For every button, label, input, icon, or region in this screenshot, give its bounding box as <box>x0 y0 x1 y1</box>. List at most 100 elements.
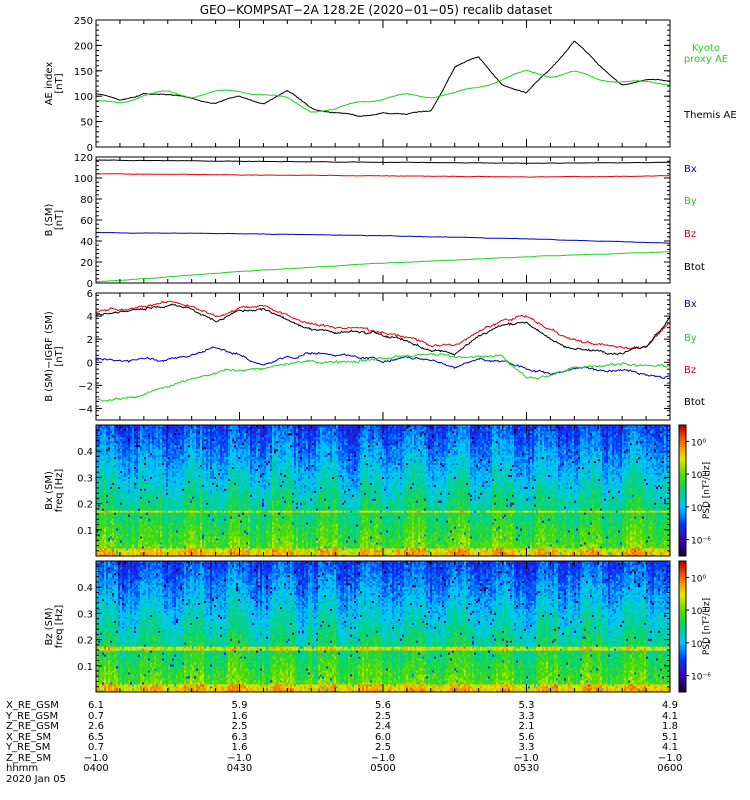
spectrogram-cell <box>222 494 224 496</box>
spectrogram-cell <box>234 506 236 508</box>
spectrogram-cell <box>222 514 224 516</box>
spectrogram-cell <box>232 481 234 483</box>
spectrogram-cell <box>176 542 178 544</box>
spectrogram-cell <box>142 502 144 504</box>
spectrogram-cell <box>160 485 162 487</box>
spectrogram-cell <box>230 538 232 540</box>
spectrogram-cell <box>220 473 222 475</box>
spectrogram-cell <box>122 433 124 435</box>
spectrogram-cell <box>158 433 160 435</box>
spectrogram-cell <box>100 461 102 463</box>
spectrogram-cell <box>210 489 212 491</box>
spectrogram-cell <box>100 437 102 439</box>
spectrogram-cell <box>122 465 124 467</box>
spectrogram-cell <box>134 534 136 536</box>
spectrogram-cell <box>110 473 112 475</box>
spectrogram-cell <box>234 518 236 520</box>
spectrogram-cell <box>120 546 122 548</box>
spectrogram-cell <box>204 534 206 536</box>
spectrogram-cell <box>148 441 150 443</box>
spectrogram-cell <box>140 534 142 536</box>
spectrogram-cell <box>206 449 208 451</box>
spectrogram-cell <box>154 461 156 463</box>
spectrogram-cell <box>202 433 204 435</box>
spectrogram-cell <box>168 506 170 508</box>
spectrogram-cell <box>214 518 216 520</box>
spectrogram-cell <box>234 534 236 536</box>
spectrogram-cell <box>112 457 114 459</box>
spectrogram-cell <box>202 546 204 548</box>
spectrogram-cell <box>102 441 104 443</box>
spectrogram-cell <box>106 441 108 443</box>
spectrogram-cell <box>112 522 114 524</box>
spectrogram-cell <box>124 526 126 528</box>
spectrogram-cell <box>132 473 134 475</box>
spectrogram-cell <box>210 469 212 471</box>
spectrogram-cell <box>114 437 116 439</box>
spectrogram-cell <box>130 550 132 552</box>
spectrogram-cell <box>176 546 178 548</box>
spectrogram-cell <box>200 433 202 435</box>
spectrogram-cell <box>138 510 140 512</box>
spectrogram-cell <box>108 542 110 544</box>
spectrogram-cell <box>114 542 116 544</box>
spectrogram-cell <box>192 506 194 508</box>
spectrogram-cell <box>156 522 158 524</box>
spectrogram-cell <box>190 433 192 435</box>
spectrogram-cell <box>196 485 198 487</box>
spectrogram-cell <box>194 502 196 504</box>
spectrogram-cell <box>200 502 202 504</box>
spectrogram-cell <box>216 481 218 483</box>
spectrogram-cell <box>156 477 158 479</box>
spectrogram-cell <box>176 502 178 504</box>
spectrogram-cell <box>230 518 232 520</box>
spectrogram-cell <box>144 538 146 540</box>
spectrogram-cell <box>148 538 150 540</box>
spectrogram-cell <box>190 510 192 512</box>
spectrogram-cell <box>120 469 122 471</box>
spectrogram-cell <box>122 526 124 528</box>
spectrogram-cell <box>222 534 224 536</box>
spectrogram-cell <box>168 489 170 491</box>
spectrogram-cell <box>150 498 152 500</box>
spectrogram-cell <box>148 534 150 536</box>
spectrogram-cell <box>218 481 220 483</box>
spectrogram-cell <box>196 489 198 491</box>
spectrogram-cell <box>208 530 210 532</box>
spectrogram-cell <box>208 457 210 459</box>
spectrogram-cell <box>174 514 176 516</box>
spectrogram-cell <box>138 469 140 471</box>
spectrogram-cell <box>226 433 228 435</box>
spectrogram-cell <box>200 518 202 520</box>
spectrogram-cell <box>138 494 140 496</box>
spectrogram-cell <box>200 481 202 483</box>
spectrogram-cell <box>170 473 172 475</box>
spectrogram-cell <box>216 506 218 508</box>
spectrogram-cell <box>110 445 112 447</box>
spectrogram-cell <box>198 473 200 475</box>
spectrogram-cell <box>132 469 134 471</box>
spectrogram-cell <box>134 465 136 467</box>
spectrogram-cell <box>200 538 202 540</box>
spectrogram-cell <box>206 530 208 532</box>
spectrogram-cell <box>170 522 172 524</box>
spectrogram-cell <box>222 429 224 431</box>
spectrogram-cell <box>196 445 198 447</box>
spectrogram-cell <box>120 457 122 459</box>
spectrogram-cell <box>210 477 212 479</box>
spectrogram-cell <box>154 477 156 479</box>
spectrogram-cell <box>124 461 126 463</box>
spectrogram-cell <box>190 494 192 496</box>
spectrogram-cell <box>208 538 210 540</box>
spectrogram-cell <box>126 461 128 463</box>
spectrogram-cell <box>228 477 230 479</box>
spectrogram-cell <box>228 506 230 508</box>
spectrogram-cell <box>164 465 166 467</box>
spectrogram-cell <box>228 489 230 491</box>
spectrogram-cell <box>152 502 154 504</box>
spectrogram-cell <box>182 514 184 516</box>
spectrogram-cell <box>136 498 138 500</box>
spectrogram-cell <box>150 534 152 536</box>
spectrogram-cell <box>138 526 140 528</box>
spectrogram-cell <box>108 469 110 471</box>
